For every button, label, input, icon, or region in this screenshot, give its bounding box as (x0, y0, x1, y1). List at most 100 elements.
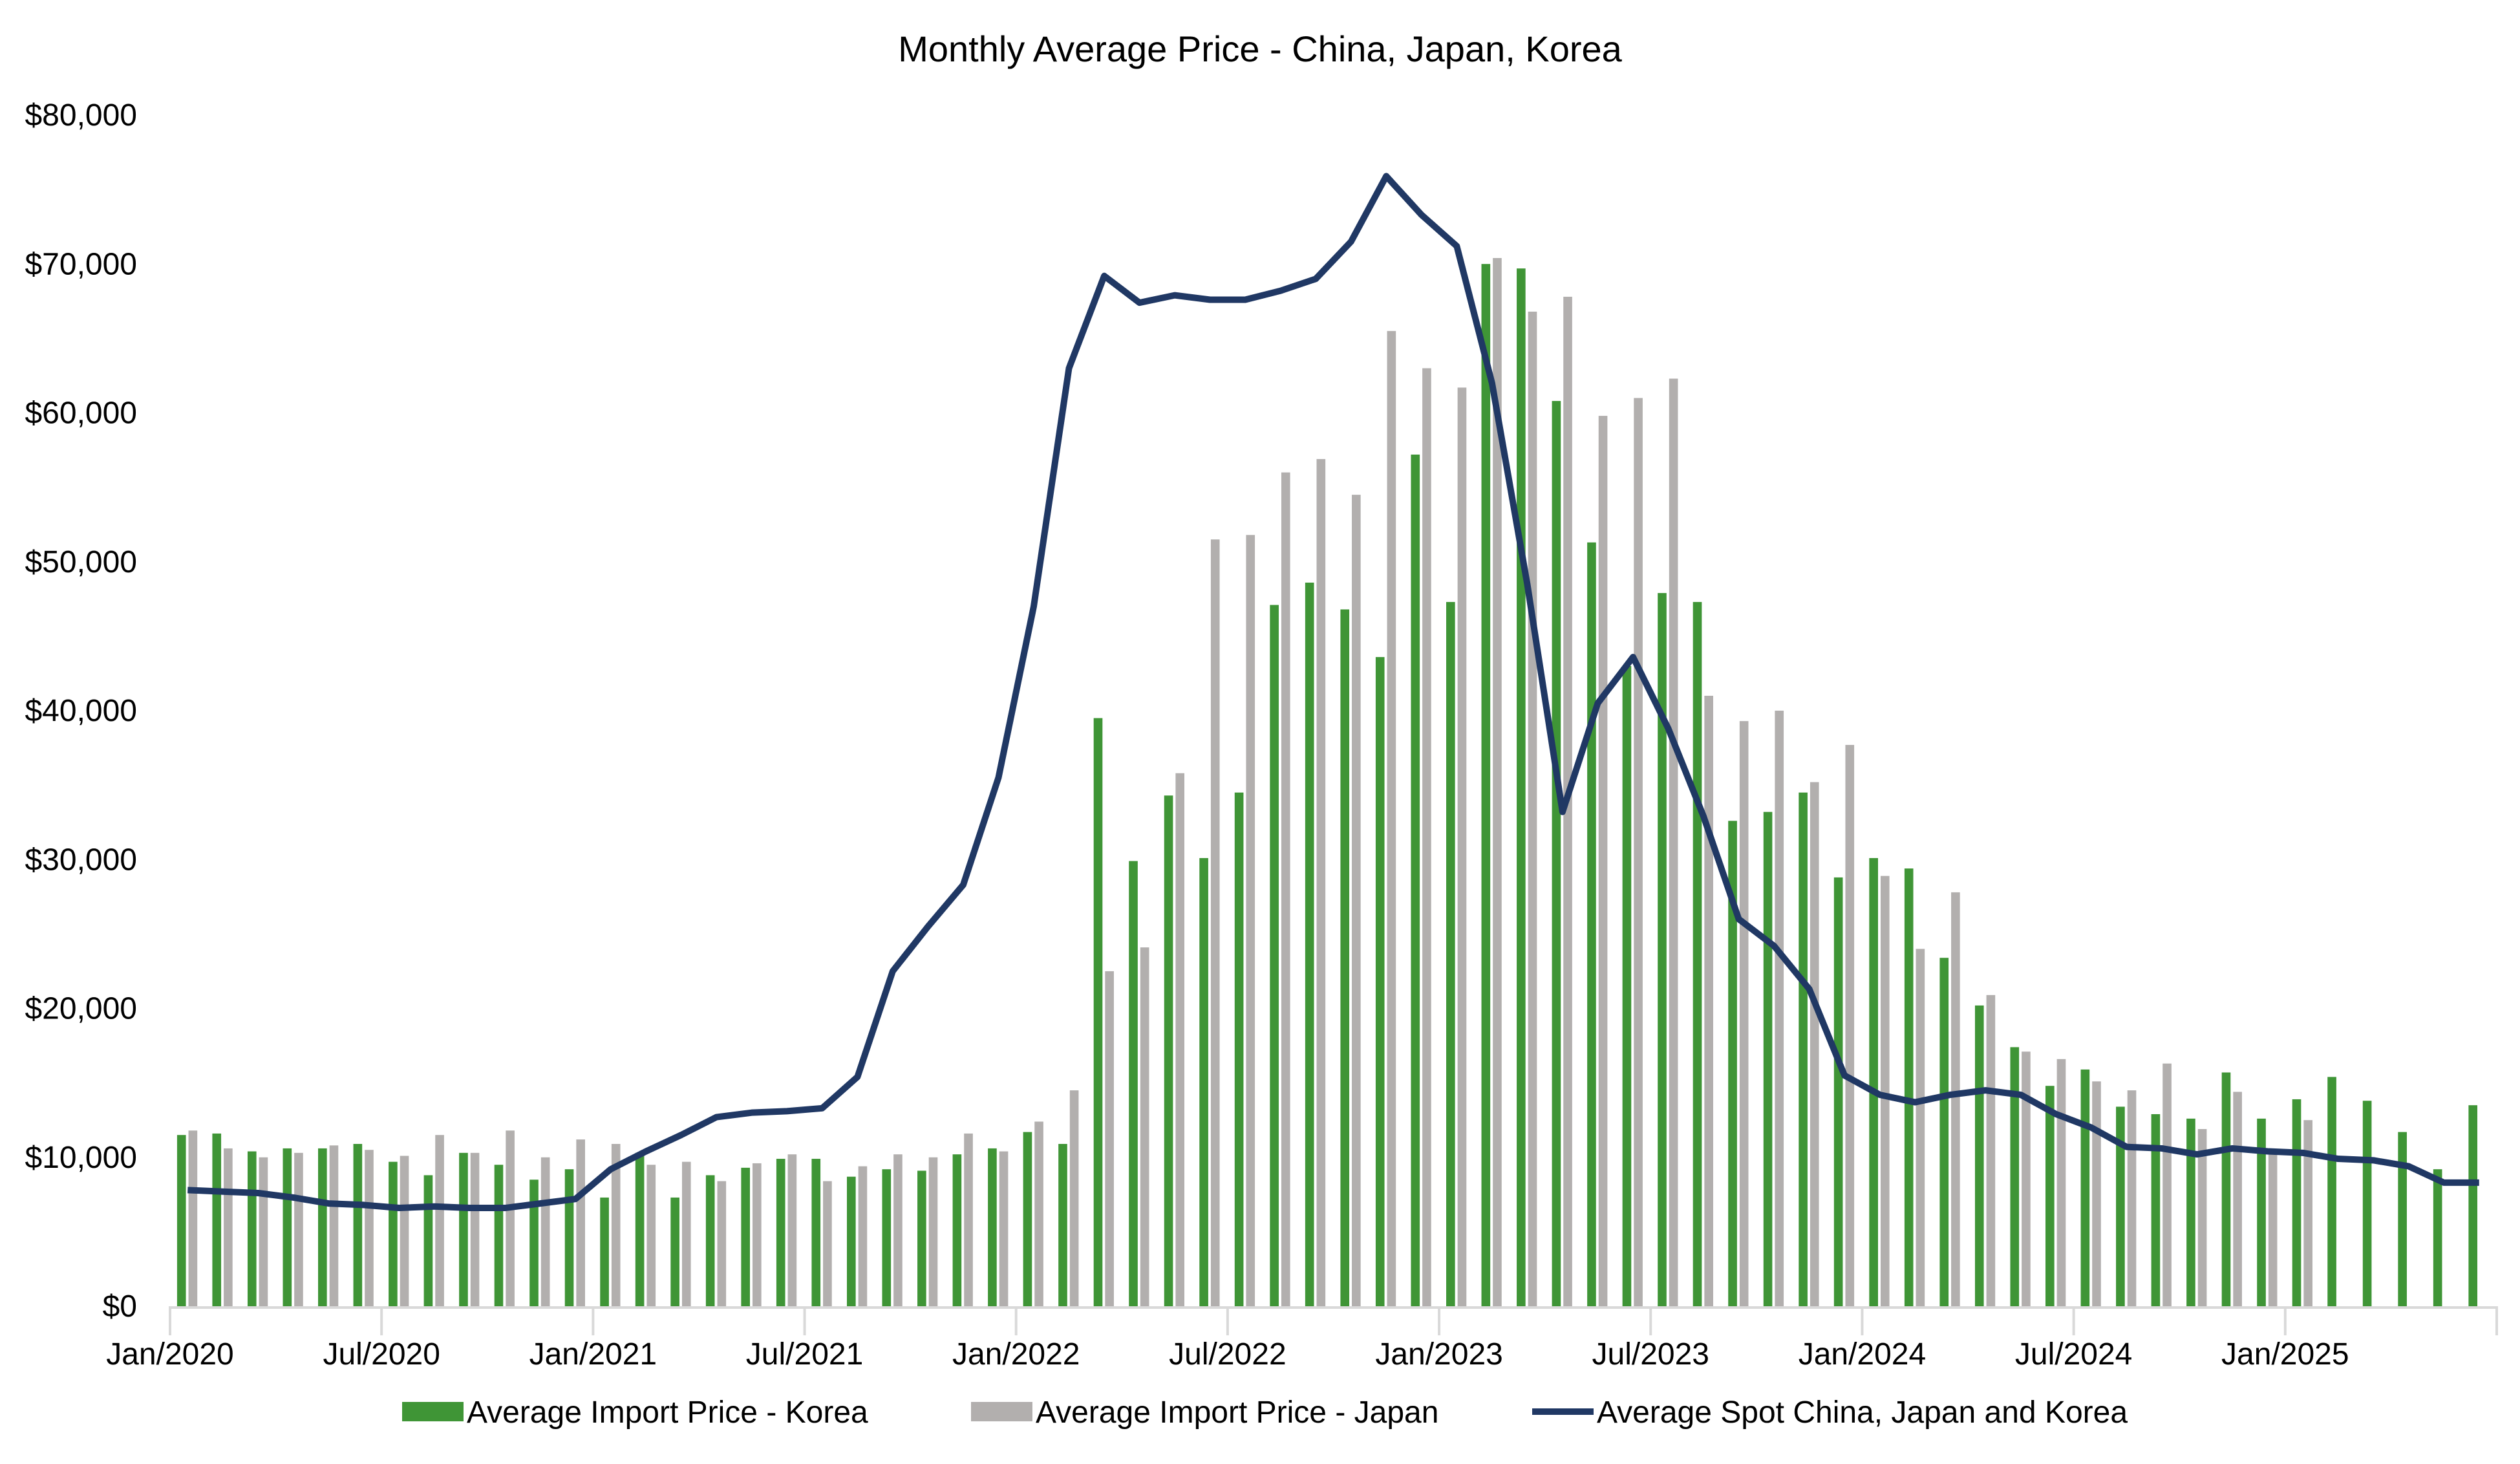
y-tick-label: $10,000 (25, 1141, 137, 1175)
bar-japan (681, 1161, 691, 1306)
x-tick-label: Jan/2023 (1375, 1337, 1503, 1372)
bar-korea (1799, 792, 1808, 1306)
bar-korea (423, 1175, 433, 1306)
y-tick-label: $70,000 (25, 247, 137, 281)
bars (176, 258, 2478, 1307)
bar-japan (259, 1157, 268, 1306)
spot-line-layer (187, 173, 2479, 1212)
bar-korea (1234, 792, 1244, 1306)
bar-japan (1210, 539, 1220, 1306)
bar-japan (470, 1152, 480, 1306)
bar-korea (1305, 582, 1314, 1306)
bar-korea (283, 1148, 292, 1306)
bar-japan (1034, 1121, 1043, 1306)
bar-korea (1869, 857, 1878, 1306)
bar-japan (2233, 1092, 2242, 1306)
bar-japan (1528, 311, 1537, 1307)
bar-japan (717, 1181, 727, 1306)
bar-japan (964, 1133, 973, 1306)
bar-japan (823, 1181, 832, 1306)
bar-korea (776, 1159, 785, 1306)
bar-korea (176, 1135, 186, 1306)
bar-japan (2268, 1151, 2278, 1306)
bar-korea (988, 1148, 997, 1306)
bar-japan (2127, 1090, 2137, 1306)
bar-japan (224, 1148, 233, 1306)
bar-korea (705, 1175, 715, 1306)
legend: Average Import Price - Korea Average Impo… (402, 1395, 2128, 1430)
bar-japan (1880, 876, 1890, 1306)
bar-japan (188, 1130, 198, 1306)
bar-japan (1140, 947, 1149, 1306)
y-tick-label: $20,000 (25, 992, 137, 1026)
x-tick-label: Jul/2024 (2015, 1337, 2132, 1372)
bar-korea (1658, 593, 1667, 1306)
bar-korea (318, 1148, 327, 1306)
bar-korea (1974, 1005, 1984, 1306)
bar-korea (1375, 657, 1385, 1306)
bar-japan (2092, 1081, 2101, 1306)
bar-korea (952, 1154, 962, 1306)
bar-japan (2022, 1051, 2031, 1306)
bar-japan (2162, 1063, 2172, 1306)
bar-korea (2080, 1069, 2090, 1306)
bar-korea (389, 1161, 398, 1306)
bar-korea (2362, 1101, 2372, 1306)
bar-korea (1023, 1132, 1032, 1306)
x-tick-label: Jan/2021 (529, 1337, 657, 1372)
bar-korea (2116, 1106, 2125, 1306)
bar-japan (753, 1163, 762, 1306)
bar-korea (2045, 1086, 2055, 1306)
bar-japan (1387, 330, 1396, 1306)
bar-korea (670, 1197, 679, 1306)
bar-korea (1517, 268, 1526, 1307)
bar-japan (1739, 721, 1749, 1306)
bar-japan (400, 1156, 409, 1306)
x-tick-label: Jul/2021 (746, 1337, 863, 1372)
bar-japan (506, 1130, 515, 1306)
y-tick-label: $30,000 (25, 843, 137, 877)
x-tick-label: Jul/2020 (323, 1337, 440, 1372)
bar-korea (917, 1170, 926, 1306)
bar-japan (1352, 495, 1361, 1307)
bar-korea (1164, 795, 1173, 1306)
bar-korea (353, 1144, 363, 1306)
bar-japan (2303, 1120, 2312, 1306)
bar-japan (1422, 368, 1431, 1306)
bar-korea (212, 1133, 222, 1306)
bar-korea (1692, 601, 1702, 1306)
bar-japan (1810, 782, 1819, 1306)
bar-korea (564, 1169, 574, 1306)
bar-japan (646, 1165, 656, 1306)
bar-japan (787, 1154, 797, 1306)
bar-japan (435, 1135, 444, 1306)
bar-japan (1669, 378, 1678, 1306)
bar-korea (529, 1179, 539, 1306)
bar-japan (1845, 744, 1855, 1306)
bar-korea (1446, 601, 1455, 1306)
bar-japan (1916, 949, 1925, 1306)
bar-japan (1951, 892, 1960, 1306)
bar-japan (1457, 387, 1467, 1307)
bar-korea (1199, 857, 1208, 1306)
bar-korea (1270, 605, 1279, 1307)
bar-korea (1939, 958, 1949, 1306)
legend-label: Average Import Price - Japan (1036, 1395, 1438, 1430)
bar-korea (1058, 1144, 1067, 1306)
bar-japan (365, 1150, 374, 1306)
y-tick-label: $50,000 (25, 545, 137, 579)
bar-korea (459, 1152, 468, 1306)
bar-japan (1704, 695, 1713, 1306)
bar-japan (1634, 398, 1643, 1306)
y-tick-label: $80,000 (25, 98, 137, 133)
bar-japan (329, 1145, 339, 1306)
bar-korea (600, 1197, 609, 1306)
y-tick-label: $60,000 (25, 396, 137, 431)
bar-korea (2221, 1072, 2231, 1306)
bar-korea (1552, 401, 1561, 1306)
bar-korea (811, 1159, 821, 1306)
bar-korea (1411, 454, 1420, 1306)
bar-japan (893, 1154, 902, 1306)
bar-korea (2468, 1105, 2478, 1306)
